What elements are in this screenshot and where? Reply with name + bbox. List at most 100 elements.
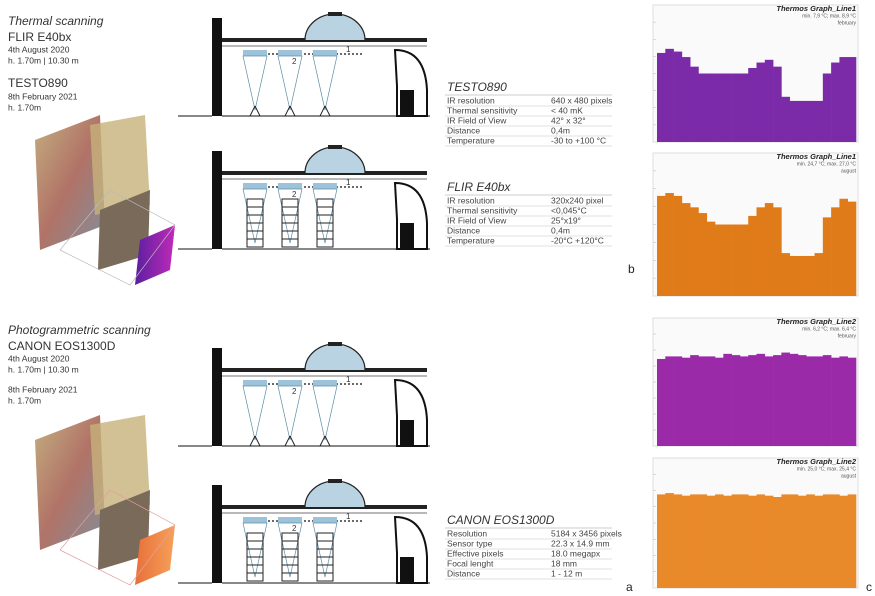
panel-letter: c [866,580,872,594]
scan-zone [278,183,302,189]
scaffold [247,199,263,207]
temperature-bar [657,196,666,296]
tripod [325,436,330,446]
painting-illustration [35,115,175,285]
temperature-bar [757,494,766,588]
temperature-bar [748,355,757,446]
graph-note: february [838,333,857,339]
scan-zone [243,183,267,189]
scan-zone [313,50,337,56]
temperature-bar [773,355,782,446]
camera-cone [313,386,337,440]
temperature-bar [674,494,683,588]
right-block [400,90,414,116]
temperature-bar [848,358,857,446]
temperature-bar [781,97,790,142]
tripod [325,106,330,116]
temperature-bar [740,74,749,143]
camera-cone [243,386,267,440]
temperature-bar [790,354,799,446]
temperature-bar [757,207,766,296]
temperature-bar [674,196,683,296]
date: 8th February 2021 [8,384,78,394]
tripod [290,106,295,116]
temperature-bar [839,356,848,446]
graph-note: february [838,20,857,26]
scaffold [317,199,333,207]
date: 4th August 2020 [8,353,70,363]
temperature-bar [848,494,857,588]
graph-title: Thermos Graph_Line1 [776,4,856,13]
table-key: IR Field of View [447,215,507,225]
section-label: 2 [292,387,297,396]
table-value: 25°x19° [551,215,581,225]
temperature-bar [657,359,666,446]
temperature-bar [831,494,840,588]
right-block [400,420,414,446]
tripod [320,106,325,116]
temperature-bar [839,199,848,296]
scaffold [282,223,298,231]
table-key: Thermal sensitivity [447,205,518,215]
temperature-bar [698,74,707,143]
temperature-bar [781,253,790,296]
table-value: 22.3 x 14.9 mm [551,538,610,548]
temperature-bar [765,203,774,296]
table-key: Distance [447,568,480,578]
scan-zone [313,183,337,189]
temperature-bar [823,494,832,588]
graph-title: Thermos Graph_Line1 [776,152,856,161]
date: 4th August 2020 [8,44,70,54]
temperature-bar [798,256,807,296]
table-key: Temperature [447,135,495,145]
temperature-bar [757,354,766,446]
temperature-bar [723,354,732,446]
tripod [285,106,290,116]
scaffold [247,557,263,565]
temperature-bar [748,216,757,296]
temperature-bar [723,496,732,588]
tripod [255,436,260,446]
graph-note: august [841,168,857,174]
right-block [400,557,414,583]
table-value: 0,4m [551,125,570,135]
table-title: TESTO890 [447,80,507,94]
table-value: 18.0 megapx [551,548,601,558]
temperature-bar [690,494,699,588]
temperature-bar [798,101,807,142]
table-value: 640 x 480 pixels [551,95,612,105]
section-label: 1 [346,375,351,384]
temperature-bar [806,494,815,588]
temperature-bar [765,496,774,588]
temperature-bar [839,57,848,142]
graph-title: Thermos Graph_Line2 [776,317,856,326]
temperature-bar [815,101,824,142]
building-section: 12 [178,145,430,249]
temperature-bar [674,52,683,142]
temperature-bar [815,496,824,588]
temperature-bar [773,207,782,296]
scaffold [317,231,333,239]
scan-zone [278,380,302,386]
dome [305,147,365,173]
temperature-bar [806,256,815,296]
temperature-bar [798,496,807,588]
temperature-bar [831,358,840,446]
section-label: 2 [292,190,297,199]
temperature-bar [790,101,799,142]
wall [212,485,222,583]
temperature-bar [732,225,741,297]
temperature-bar [806,101,815,142]
table-key: Sensor type [447,538,493,548]
dome [305,344,365,370]
height: h. 1.70m [8,395,41,405]
table-key: Thermal sensitivity [447,105,518,115]
lantern [328,145,342,149]
section-label: 2 [292,524,297,533]
section-title: Thermal scanning [8,14,104,28]
tripod [250,436,255,446]
temperature-bar [781,353,790,446]
scan-zone [243,50,267,56]
camera-cone [278,386,302,440]
temperature-bar [665,356,674,446]
